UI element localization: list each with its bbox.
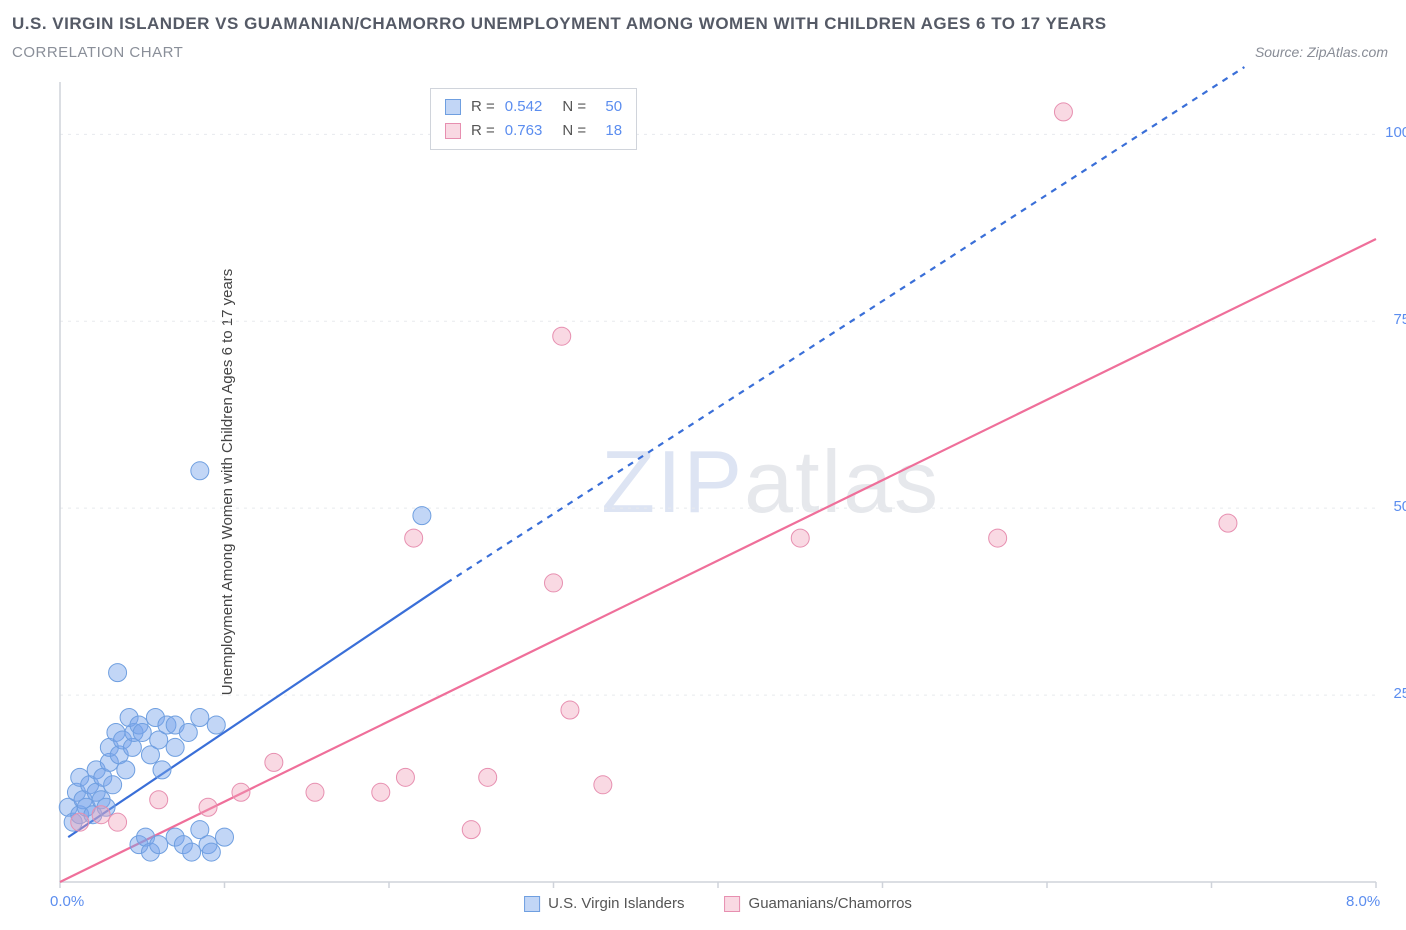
x-tick-label: 0.0%	[50, 893, 84, 910]
stats-r-value: 0.763	[505, 119, 543, 143]
bottom-legend: U.S. Virgin Islanders Guamanians/Chamorro…	[524, 895, 912, 912]
y-tick-label: 50.0%	[1393, 498, 1406, 515]
chart-subtitle: CORRELATION CHART	[12, 44, 183, 61]
stats-r-label: R =	[471, 119, 495, 143]
y-tick-label: 75.0%	[1393, 311, 1406, 328]
stats-row: R = 0.763 N = 18	[445, 119, 622, 143]
legend-label: Guamanians/Chamorros	[749, 895, 912, 912]
legend-swatch	[524, 896, 540, 912]
chart-title: U.S. VIRGIN ISLANDER VS GUAMANIAN/CHAMOR…	[12, 14, 1107, 34]
legend-item: U.S. Virgin Islanders	[524, 895, 684, 912]
chart-svg	[60, 82, 1376, 882]
y-tick-label: 25.0%	[1393, 685, 1406, 702]
source-label: Source: ZipAtlas.com	[1255, 44, 1388, 60]
stats-legend-box: R = 0.542 N = 50 R = 0.763 N = 18	[430, 88, 637, 150]
stats-r-value: 0.542	[505, 95, 543, 119]
stats-n-value: 18	[596, 119, 622, 143]
legend-swatch	[445, 123, 461, 139]
legend-swatch	[725, 896, 741, 912]
stats-n-label: N =	[562, 95, 586, 119]
chart-plot-area: Unemployment Among Women with Children A…	[60, 82, 1376, 882]
y-tick-label: 100.0%	[1385, 124, 1406, 141]
legend-item: Guamanians/Chamorros	[725, 895, 912, 912]
stats-n-label: N =	[562, 119, 586, 143]
stats-n-value: 50	[596, 95, 622, 119]
stats-r-label: R =	[471, 95, 495, 119]
x-tick-label: 8.0%	[1346, 893, 1380, 910]
legend-label: U.S. Virgin Islanders	[548, 895, 684, 912]
legend-swatch	[445, 99, 461, 115]
stats-row: R = 0.542 N = 50	[445, 95, 622, 119]
